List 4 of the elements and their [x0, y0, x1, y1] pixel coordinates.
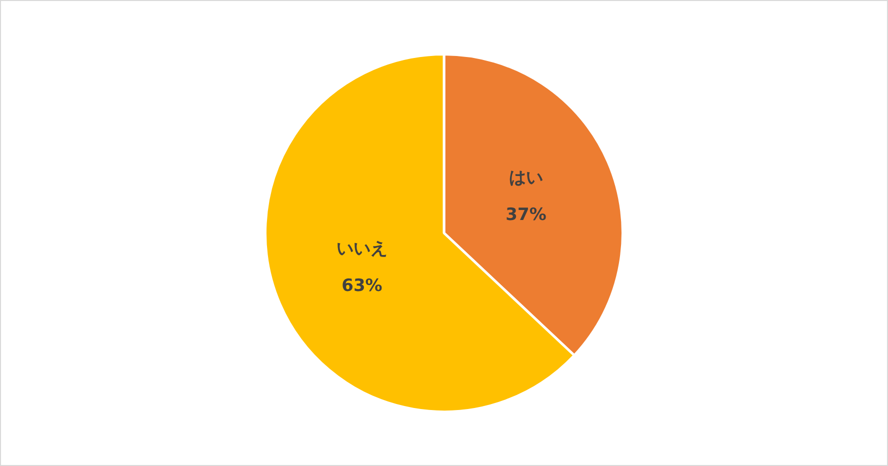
- data-label: 63%: [342, 276, 382, 296]
- data-label: 37%: [506, 204, 546, 225]
- slice-label: はい: [509, 168, 544, 188]
- slice-label: いいえ: [336, 238, 388, 259]
